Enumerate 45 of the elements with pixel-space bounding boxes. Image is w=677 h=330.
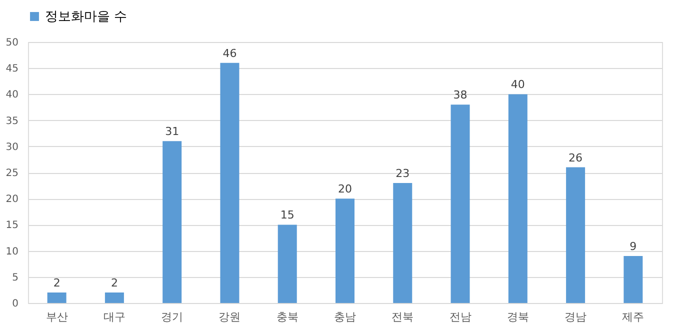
bar bbox=[336, 198, 354, 303]
data-label: 9 bbox=[630, 240, 637, 254]
x-tick-label: 경북 bbox=[506, 310, 529, 324]
x-tick-label: 전북 bbox=[392, 310, 414, 324]
bar bbox=[220, 62, 240, 303]
data-label: 26 bbox=[568, 151, 583, 164]
data-label: 31 bbox=[165, 125, 180, 138]
y-tick-label: 45 bbox=[6, 64, 18, 75]
data-label: 15 bbox=[280, 208, 294, 222]
x-tick-label: 경기 bbox=[161, 310, 184, 324]
x-tick-label: 충북 bbox=[276, 310, 298, 324]
y-tick-label: 40 bbox=[6, 90, 18, 101]
y-tick-label: 30 bbox=[6, 142, 18, 153]
data-label: 46 bbox=[222, 46, 237, 60]
bar bbox=[47, 292, 66, 303]
legend-label: 정보화마을 수 bbox=[45, 10, 128, 24]
data-label: 40 bbox=[510, 78, 525, 92]
bar bbox=[162, 141, 182, 303]
bar bbox=[393, 182, 412, 303]
data-label: 2 bbox=[53, 276, 60, 290]
x-tick-label: 강원 bbox=[218, 310, 241, 324]
data-label: 38 bbox=[453, 88, 468, 102]
y-tick-label: 35 bbox=[6, 116, 18, 127]
x-tick-label: 충남 bbox=[334, 310, 356, 324]
y-tick-label: 15 bbox=[6, 220, 18, 232]
bar bbox=[450, 104, 470, 303]
data-label: 20 bbox=[338, 182, 352, 196]
y-tick-label: 50 bbox=[6, 38, 18, 48]
x-tick-label: 전남 bbox=[449, 310, 472, 324]
x-tick-label: 부산 bbox=[46, 310, 68, 324]
y-tick-label: 20 bbox=[6, 194, 18, 206]
data-label: 2 bbox=[110, 276, 118, 290]
x-tick-label: 경남 bbox=[564, 310, 587, 324]
bar bbox=[624, 256, 643, 303]
x-tick-label: 제주 bbox=[622, 310, 644, 324]
y-tick-label: 5 bbox=[12, 272, 18, 284]
x-tick-label: 대구 bbox=[103, 310, 126, 324]
bar bbox=[278, 224, 297, 303]
bar bbox=[104, 292, 124, 303]
bar bbox=[566, 167, 586, 303]
y-tick-label: 10 bbox=[6, 246, 18, 258]
bar bbox=[508, 94, 528, 303]
data-label: 23 bbox=[396, 166, 410, 180]
y-tick-label: 25 bbox=[6, 168, 18, 179]
y-tick-label: 0 bbox=[12, 298, 18, 310]
